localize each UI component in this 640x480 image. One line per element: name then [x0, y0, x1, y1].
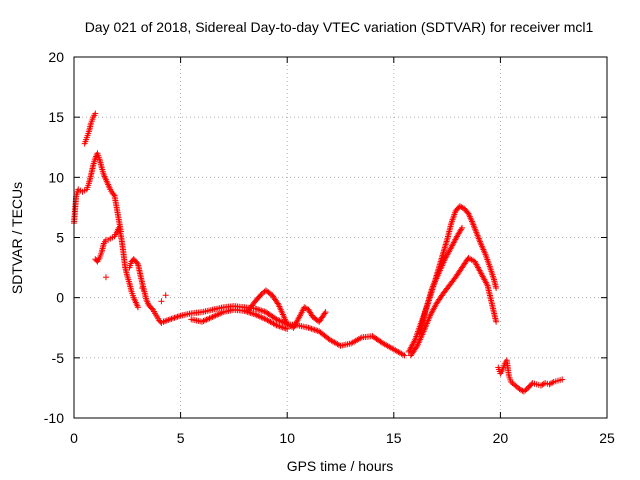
y-tick-label: 10 [48, 169, 64, 185]
data-point-fill [310, 326, 317, 333]
data-point-fill [311, 326, 318, 333]
x-tick-label: 15 [386, 430, 402, 446]
data-point-fill [308, 325, 315, 332]
data-point-fill [148, 305, 155, 312]
data-point-fill [174, 313, 181, 320]
plot-frame [73, 56, 608, 419]
data-point [162, 292, 169, 299]
x-tick-label: 0 [70, 430, 78, 446]
data-point-fill [173, 314, 180, 321]
x-axis-title: GPS time / hours [287, 458, 394, 474]
data-points [71, 110, 566, 395]
data-point-fill [314, 327, 321, 334]
data-point-fill [256, 307, 263, 314]
x-tick-label: 25 [599, 430, 615, 446]
data-point [158, 298, 165, 305]
data-point-fill [321, 310, 328, 317]
data-point-fill [253, 306, 260, 313]
x-tick-label: 10 [279, 430, 295, 446]
data-point-fill [458, 226, 465, 233]
data-point [401, 352, 408, 359]
y-tick-label: -5 [52, 350, 65, 366]
data-point-fill [528, 381, 535, 388]
y-tick-label: -10 [44, 410, 64, 426]
data-point [284, 325, 291, 332]
chart-title: Day 021 of 2018, Sidereal Day-to-day VTE… [85, 19, 594, 35]
data-point-fill [307, 325, 314, 332]
grid [74, 57, 607, 418]
x-tick-label: 5 [177, 430, 185, 446]
y-tick-label: 5 [56, 230, 64, 246]
data-point [92, 110, 99, 117]
y-tick-labels: -10 -5 0 5 10 15 20 [44, 49, 64, 426]
x-tick-label: 20 [493, 430, 509, 446]
x-tick-labels: 0 5 10 15 20 25 [70, 430, 615, 446]
data-point [493, 285, 500, 292]
y-axis-title: SDTVAR / TECUs [9, 182, 25, 294]
data-point-fill [110, 191, 117, 198]
axis-ticks [73, 56, 608, 419]
data-point-fill [549, 379, 556, 386]
data-point [459, 224, 466, 231]
data-point-fill [133, 259, 140, 266]
data-point-fill [255, 306, 262, 313]
data-point-fill [171, 314, 178, 321]
data-point-fill [176, 313, 183, 320]
data-point [102, 274, 109, 281]
data-point [559, 376, 566, 383]
data-point-fill [278, 323, 285, 330]
data-point [322, 309, 329, 316]
data-point-fill [279, 324, 286, 331]
y-tick-label: 0 [56, 290, 64, 306]
y-tick-label: 20 [48, 49, 64, 65]
y-tick-label: 15 [48, 109, 64, 125]
data-point [139, 285, 146, 292]
data-point [134, 304, 141, 311]
data-point-fill [281, 324, 288, 331]
data-point-fill [258, 307, 265, 314]
data-point [493, 318, 500, 325]
